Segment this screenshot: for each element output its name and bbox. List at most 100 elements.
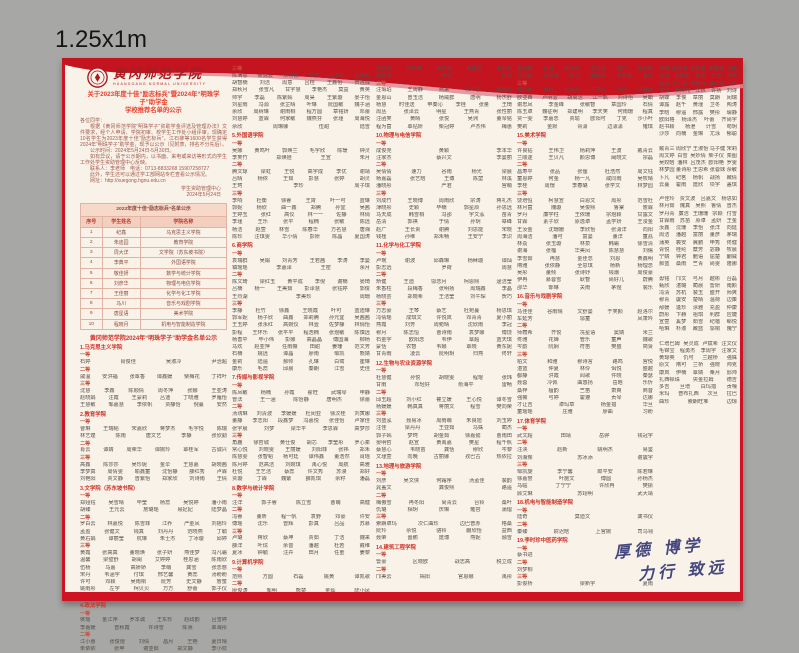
student-name: 金灿 <box>325 588 335 595</box>
student-name: 宗颖 <box>712 210 723 217</box>
student-name: 罗丹 <box>517 212 528 219</box>
scholarship-list-title: 黄冈师范学院2024年“明珠学子”助学金名单公示 <box>89 335 218 342</box>
name-row: 朱依依 张苹 谢亚茹 郑文静 李小欢 <box>80 646 227 653</box>
name-row: 李笑竹 郑焕娃 王宣 朱月 <box>232 155 370 162</box>
student-name: 朴淑 <box>675 326 687 333</box>
student-name: 樊彤 <box>709 109 721 116</box>
student-name: 武大靖 <box>637 490 653 497</box>
student-name: 卢霖 <box>216 468 227 475</box>
student-name: 冯倩瑶 <box>376 315 392 322</box>
student-name: 杨洁 <box>232 226 243 233</box>
student-name: 谢亚茹 <box>143 646 159 653</box>
student-name: 高宇成 <box>307 168 324 175</box>
student-name: 古诚兴 <box>211 447 227 454</box>
college-section-header: 6.商学院 <box>232 243 253 250</box>
name-row: 岑韵 阮娴 符笛 樊盛 简贤 <box>517 344 653 351</box>
student-name: 范高洁 <box>258 461 275 468</box>
student-name: 龚书仪 <box>637 514 653 521</box>
student-name: 冉慧 <box>549 255 561 262</box>
student-name: 佘欣 <box>232 123 243 130</box>
student-name: 揭阳 <box>419 573 430 580</box>
student-name: 吴珍妮 <box>131 461 148 468</box>
name-row: 蔚彤 卞赫 祖琪 利群 应婕 <box>659 312 737 319</box>
student-name: 方圆 <box>262 573 273 580</box>
student-name: 王蒙莉 <box>131 394 148 401</box>
student-name: 覃钻妍 <box>407 123 423 130</box>
name-row: 盛先敏 张恒 张洪平 王光远 管广 陈利伟 <box>517 66 653 73</box>
student-name-cell: 刘彦华 <box>101 277 141 289</box>
student-name: 宋丹 <box>80 571 91 578</box>
student-name: 康乐 <box>232 365 243 372</box>
name-row: 万志豪 王棽 蔡艺 杜宛蔓 杨思琪 <box>376 308 512 315</box>
table-row: 3 周大洋 文学院（苏东坡书院） <box>80 247 228 259</box>
name-row: 冯倩瑶 成琪文 许悦岚 邓青青 夏小丽 <box>376 315 512 322</box>
student-name: 逯洁莹 <box>496 279 512 286</box>
name-row: 卜凡 纪茗 杨帆 战扬 臧倩 <box>659 175 737 182</box>
name-row: 杨嘉磊 张艺晗 王博 陈堃 林溪 <box>376 176 512 183</box>
student-name: 王环乐 <box>252 329 268 336</box>
student-name: 江乔 <box>161 521 173 528</box>
name-row: 侯瑶 金江萍 罗本诚 王东珍 赵政韵 吕雪婷 <box>80 617 227 624</box>
table-header-cell: 序号 <box>80 215 103 228</box>
college-section-header: 18.机电与智能制造学院 <box>517 500 574 507</box>
name-row: 李晗 穆遥 邢露 樊彤 璩静 <box>659 110 737 117</box>
student-name: 李桂 <box>517 183 528 190</box>
student-name: 刘蓝泓 <box>376 418 392 424</box>
name-row: 赵晓娟 汪霞 王蒙莉 吕迪 丁晓雅 罗雁怡 <box>80 395 227 402</box>
name-row: 林月茹 隗真 吴熙 鲁倩 曾杰 <box>659 203 737 210</box>
student-name: 樊雅月 <box>690 80 706 87</box>
student-name: 李鑫 <box>104 387 115 394</box>
column-1: 关于2023年度十佳“励志标兵”暨2024年“明珠学子”助学金 学校推荐名单的公… <box>80 91 228 653</box>
student-name: 茹雪 <box>692 319 704 325</box>
student-name: 白鹭 <box>334 358 345 365</box>
student-name-cell: 周大洋 <box>101 247 141 259</box>
student-name: 潘越 <box>675 232 687 239</box>
student-name: 姜珊 <box>332 344 343 351</box>
student-name: 莫朗 <box>709 95 721 101</box>
student-name: 范文芳 <box>354 344 370 351</box>
student-name: 文舒曼 <box>577 308 593 315</box>
name-row: 都静 洪霞 闻歌 仵晓 秦瑟 <box>517 373 653 380</box>
grade-label: 一等 <box>517 507 528 514</box>
student-name: 周海悦 <box>354 116 370 123</box>
grade-label: 一等 <box>80 352 91 359</box>
name-row: 王立文 邓子晔 尚文雷 周建鸣 金元元 <box>376 66 512 73</box>
student-name: 傅饶 <box>501 329 512 336</box>
student-name: 余音 <box>283 542 294 549</box>
name-row: 杜慧健 孙悦 胡晓雯 程琨 张玮 <box>376 375 512 382</box>
grade-label: 二等 <box>517 323 528 330</box>
student-name: 李响 <box>232 197 243 204</box>
student-name: 郗悦 <box>726 319 737 325</box>
college-cell: 马克思主义学院 <box>139 226 228 239</box>
student-name: 陆奇 <box>517 514 528 521</box>
student-name: 王安宁 <box>467 233 484 240</box>
student-name: 许欣冉 <box>599 483 615 490</box>
student-name: 覃晓 <box>466 344 477 351</box>
student-name: 詹璐瑶 <box>143 507 159 514</box>
name-row: 吕楠 杨一 王美茹 彭泽慧 张钰婷 郭俊 <box>232 286 370 293</box>
student-name: 边琼 <box>726 398 737 405</box>
student-name: 王波 <box>611 147 622 154</box>
student-name: 郑建明 <box>567 109 583 116</box>
student-name: 苏苗 <box>679 217 691 224</box>
student-name: 燕霞 <box>376 322 387 329</box>
student-name: 王慧敏 <box>80 402 96 409</box>
student-name: 张泽云 <box>403 109 420 116</box>
student-name: 彭泽慧 <box>304 286 320 293</box>
student-name: 王心如 <box>672 80 688 87</box>
student-name: 安然 <box>216 402 227 409</box>
student-name: 林雪 <box>278 226 290 233</box>
student-name: 谢楠 <box>337 279 348 286</box>
name-row: 赵广 王长贵 谢腾 刘思能 宋晓 <box>376 227 512 234</box>
grade-label: 一等 <box>80 493 91 500</box>
student-name: 柯恩熙 <box>463 279 480 286</box>
student-name: 蓝霖 <box>258 116 269 123</box>
student-name-cell: 程晓月 <box>101 318 141 330</box>
student-name: 苗青 <box>501 212 512 219</box>
grade-label: 二等 <box>80 631 91 638</box>
student-name: 张恒 <box>543 66 554 72</box>
name-row: 彭志远 罗荷 周慧 <box>376 265 512 272</box>
student-name: 扎西顿珠 <box>659 376 680 383</box>
student-name: 王乐 <box>257 219 268 226</box>
name-row: 彭程 王环乐 张平平 程浩楠 张煜敏 陈慎远 <box>232 330 370 337</box>
